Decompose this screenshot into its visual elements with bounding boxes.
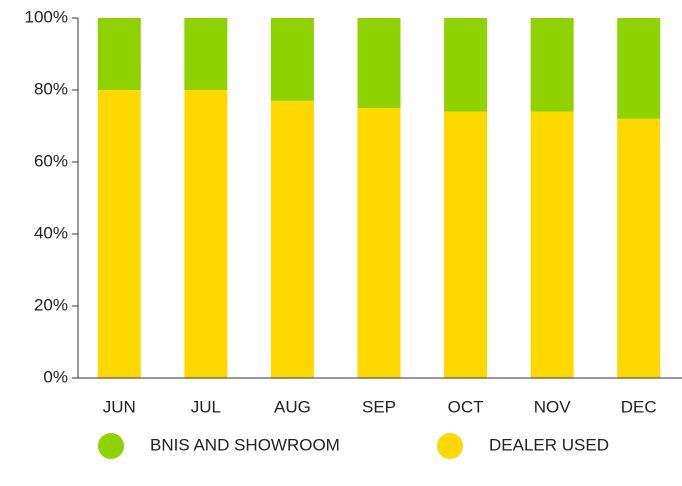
- legend-label: BNIS AND SHOWROOM: [150, 435, 340, 454]
- x-tick-label: SEP: [362, 397, 396, 416]
- x-tick-label: NOV: [534, 397, 572, 416]
- bar-segment: [97, 90, 141, 378]
- bar-segment: [184, 90, 228, 378]
- bar-segment: [444, 18, 488, 112]
- y-tick-label: 80%: [34, 79, 68, 98]
- bar-segment: [357, 108, 401, 378]
- x-tick-label: OCT: [448, 397, 484, 416]
- legend-label: DEALER USED: [489, 435, 609, 454]
- x-tick-label: JUN: [103, 397, 136, 416]
- legend-swatch: [98, 433, 124, 459]
- bar-segment: [270, 100, 314, 379]
- y-tick-label: 0%: [43, 367, 68, 386]
- bar-segment: [617, 118, 661, 379]
- y-tick-label: 20%: [34, 295, 68, 314]
- bar-segment: [357, 18, 401, 108]
- y-tick-label: 40%: [34, 223, 68, 242]
- bar-segment: [530, 18, 574, 112]
- bar-segment: [184, 18, 228, 90]
- y-tick-label: 100%: [25, 7, 68, 26]
- bar-segment: [97, 18, 141, 90]
- y-tick-label: 60%: [34, 151, 68, 170]
- bar-segment: [530, 111, 574, 378]
- legend-swatch: [437, 433, 463, 459]
- bar-segment: [444, 111, 488, 378]
- x-tick-label: DEC: [621, 397, 657, 416]
- bar-segment: [270, 18, 314, 101]
- bar-segment: [617, 18, 661, 119]
- x-tick-label: JUL: [191, 397, 221, 416]
- x-tick-label: AUG: [274, 397, 311, 416]
